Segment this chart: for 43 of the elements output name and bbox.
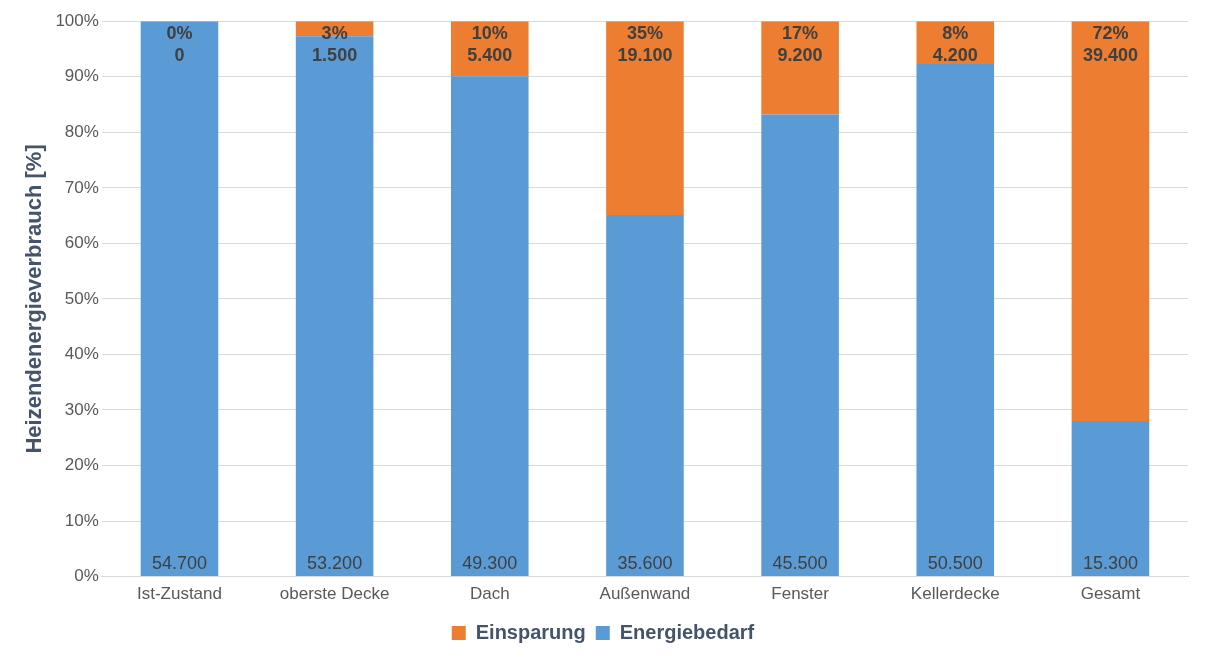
annotation: 49.300 — [462, 552, 518, 573]
y-tick-label: 30% — [64, 399, 99, 419]
annotation: 45.500 — [772, 552, 828, 573]
bar — [450, 76, 529, 577]
data-label: 17% 9.200 — [777, 23, 823, 66]
y-tick-label: 90% — [64, 66, 99, 86]
x-tick-label: Fenster — [771, 584, 830, 604]
x-tick-label: oberste Decke — [279, 584, 390, 604]
bar — [761, 114, 839, 577]
y-tick-label: 100% — [55, 10, 99, 30]
y-tick-label: 50% — [64, 288, 99, 308]
y-tick-label: 20% — [64, 455, 99, 475]
y-tick-label: 0% — [74, 566, 99, 586]
data-label: 72% 39.400 — [1082, 23, 1138, 66]
bar — [606, 215, 684, 577]
data-label: 35% 19.100 — [617, 23, 673, 66]
data-label: 8% 4.200 — [932, 23, 978, 66]
y-tick-label: 60% — [64, 233, 99, 253]
legend-label: Einsparung — [475, 620, 586, 643]
annotation: 54.700 — [151, 552, 207, 573]
bar — [1071, 421, 1150, 577]
y-tick-label: 10% — [64, 510, 99, 530]
bar — [140, 21, 219, 577]
legend-label: Energiebedarf — [619, 620, 755, 643]
x-tick-label: Dach — [469, 584, 510, 604]
data-label: 0% 0 — [166, 23, 193, 66]
x-tick-label: Ist-Zustand — [136, 584, 222, 604]
x-tick-label: Außenwand — [599, 584, 691, 604]
data-label: 10% 5.400 — [467, 23, 513, 66]
bar — [761, 21, 839, 115]
annotation: 35.600 — [617, 552, 673, 573]
y-axis-title: Heizendenergieverbrauch [%] — [21, 144, 47, 454]
annotation: 53.200 — [307, 552, 363, 573]
bar — [1071, 21, 1150, 422]
bar — [916, 63, 995, 577]
y-tick-label: 80% — [64, 121, 99, 141]
bar — [606, 21, 684, 216]
y-tick-label: 40% — [64, 344, 99, 364]
annotation: 15.300 — [1082, 552, 1138, 573]
annotation: 50.500 — [927, 552, 983, 573]
y-tick-label: 70% — [64, 177, 99, 197]
x-tick-label: Gesamt — [1080, 584, 1141, 604]
x-tick-label: Kellerdecke — [910, 584, 1000, 604]
